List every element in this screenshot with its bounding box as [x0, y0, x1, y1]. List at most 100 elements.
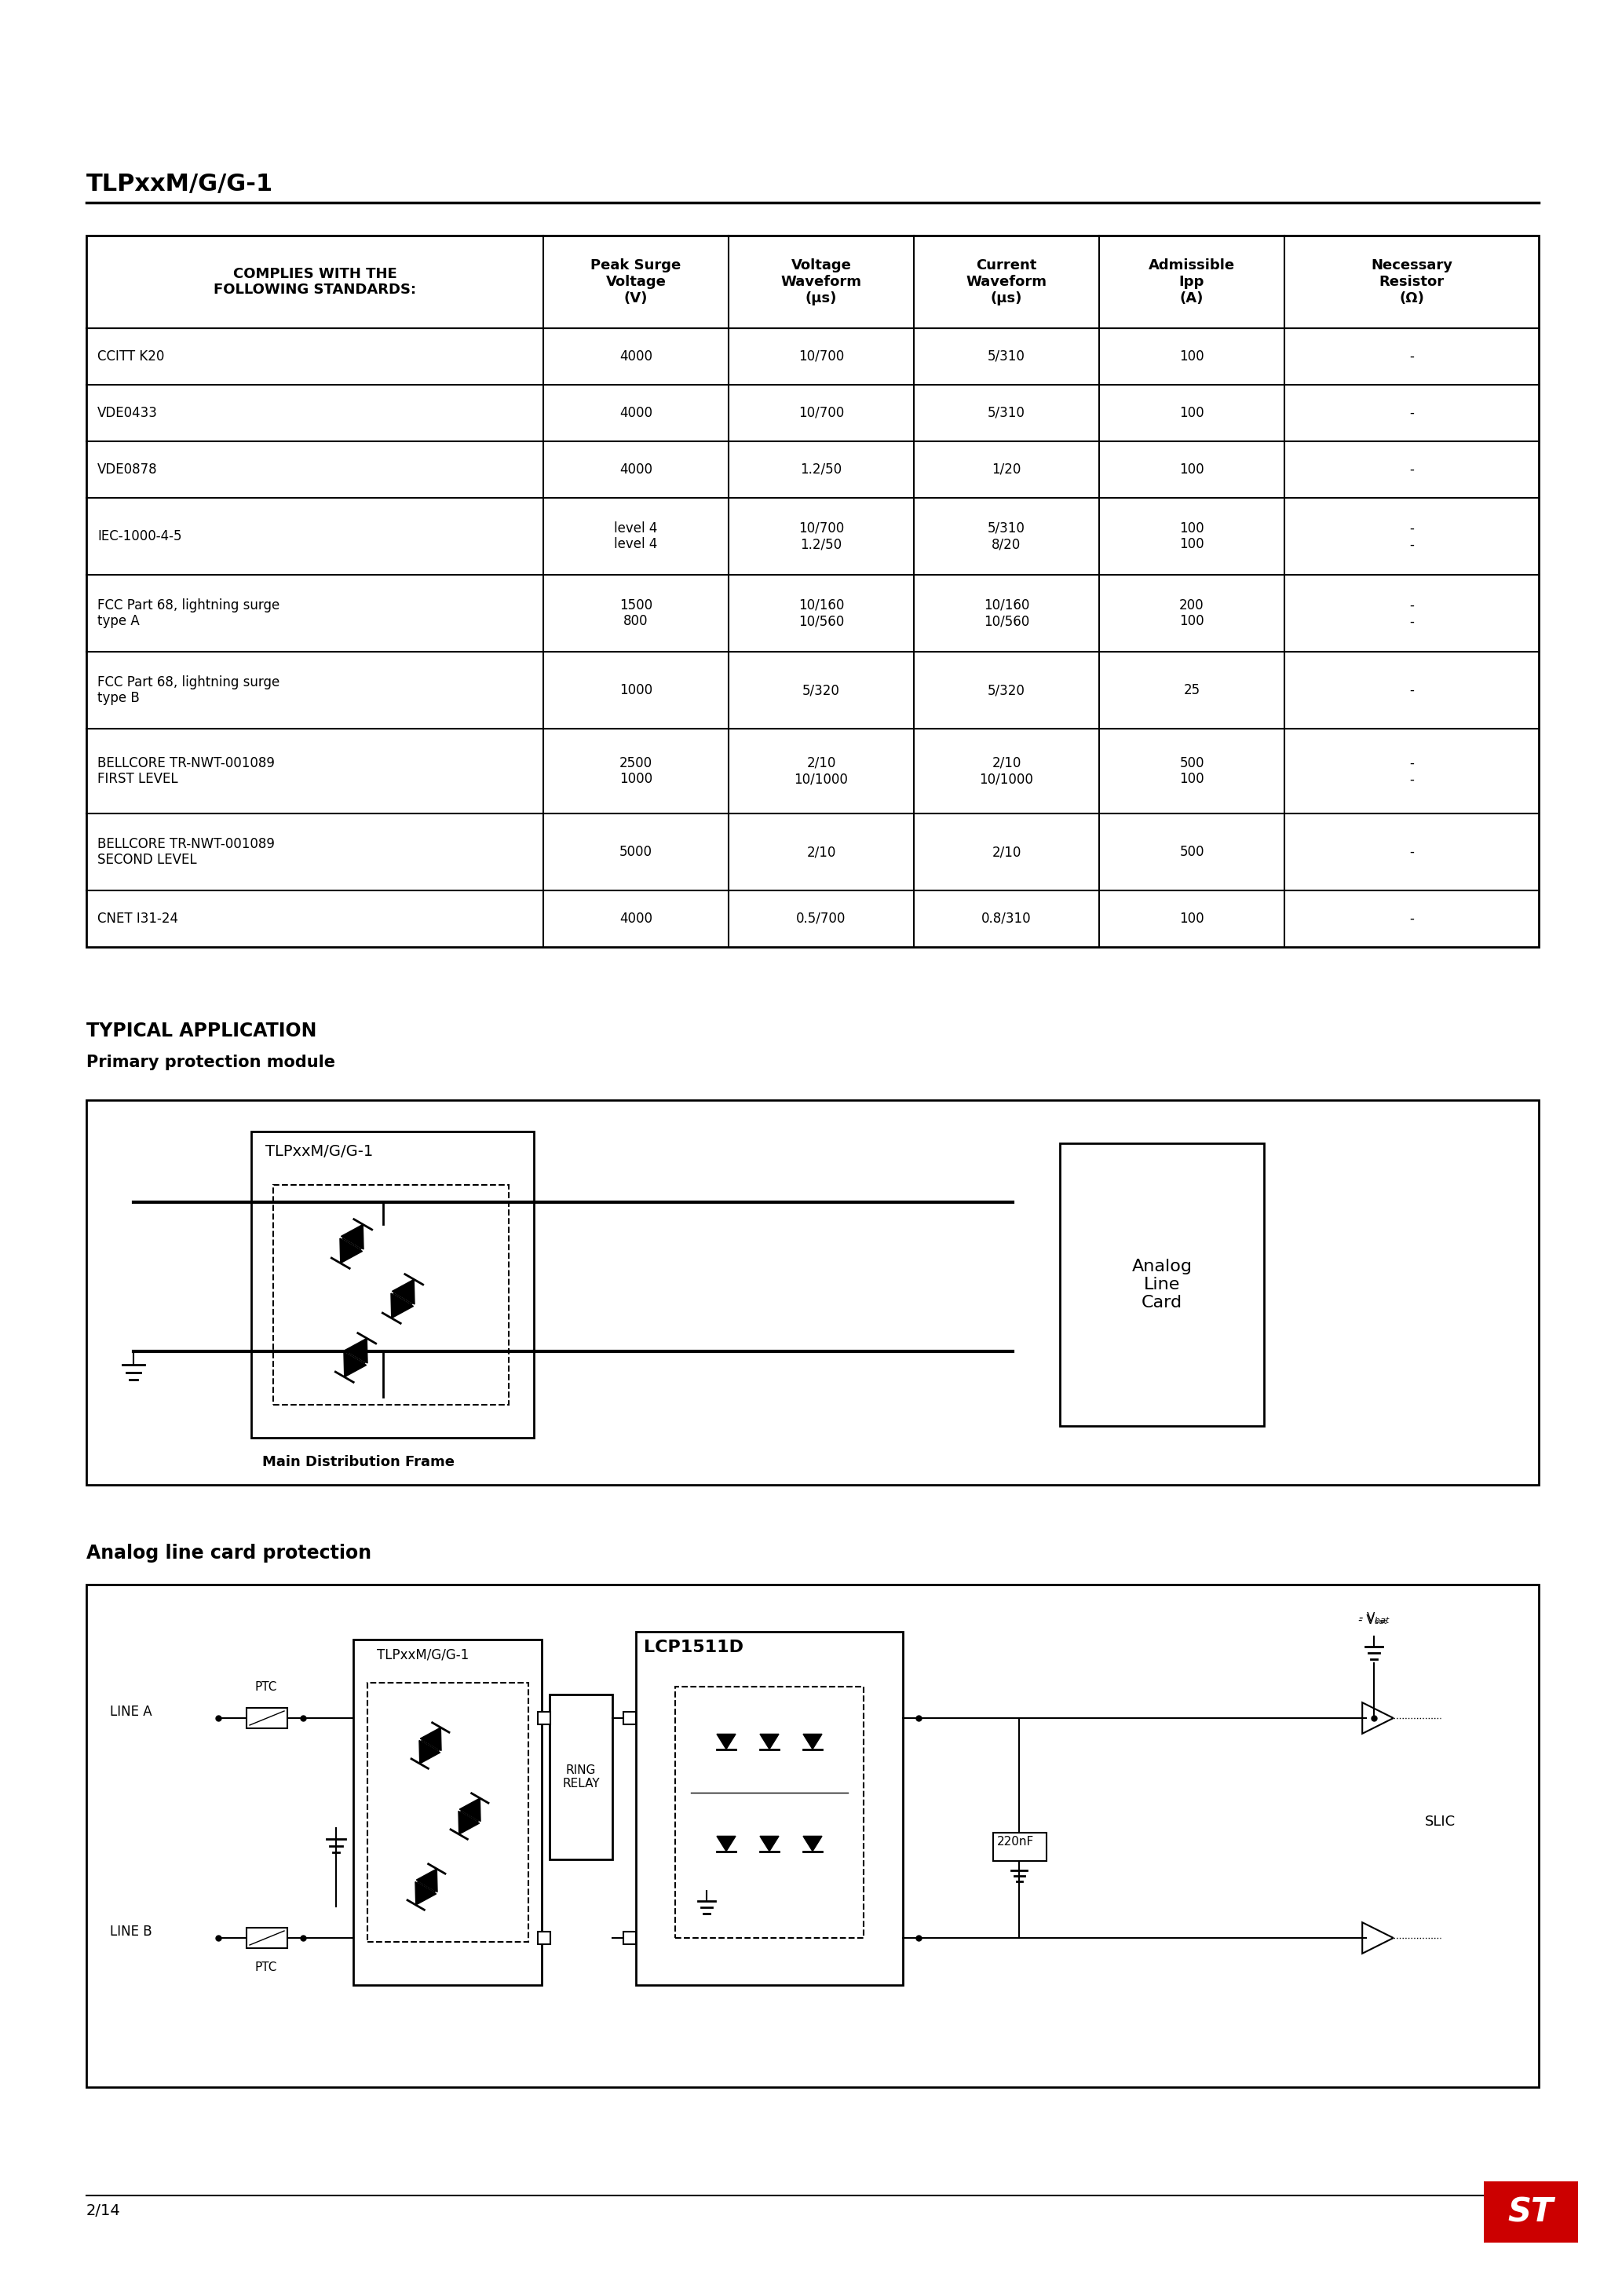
Polygon shape	[391, 1293, 414, 1318]
Text: BELLCORE TR-NWT-001089
SECOND LEVEL: BELLCORE TR-NWT-001089 SECOND LEVEL	[97, 836, 274, 868]
Bar	[550, 1694, 613, 1860]
Polygon shape	[717, 1837, 736, 1851]
Polygon shape	[803, 1733, 822, 1750]
Bar	[247, 1929, 287, 1947]
Polygon shape	[420, 1727, 441, 1750]
Text: 2/10: 2/10	[991, 845, 1022, 859]
Text: TLPxxM/G/G-1: TLPxxM/G/G-1	[376, 1649, 469, 1662]
Text: TYPICAL APPLICATION: TYPICAL APPLICATION	[86, 1022, 316, 1040]
Text: LINE A: LINE A	[110, 1704, 152, 1720]
Text: 500: 500	[1179, 845, 1204, 859]
Text: LCP1511D: LCP1511D	[644, 1639, 743, 1655]
Text: -: -	[1410, 912, 1414, 925]
Text: 1000: 1000	[620, 684, 652, 698]
Text: 10/700: 10/700	[798, 349, 843, 363]
Text: 200
100: 200 100	[1179, 597, 1204, 629]
Text: FCC Part 68, lightning surge
type A: FCC Part 68, lightning surge type A	[97, 597, 279, 629]
Bar	[272, 1185, 509, 1405]
Text: 1.2/50: 1.2/50	[800, 461, 842, 478]
Text: 0.8/310: 0.8/310	[981, 912, 1032, 925]
Text: VDE0433: VDE0433	[97, 406, 157, 420]
Text: -: -	[1410, 845, 1414, 859]
Text: Main Distribution Frame: Main Distribution Frame	[263, 1456, 454, 1469]
Polygon shape	[345, 1339, 368, 1364]
Text: -
-: - -	[1410, 597, 1414, 629]
Text: FCC Part 68, lightning surge
type B: FCC Part 68, lightning surge type B	[97, 675, 279, 705]
Text: Voltage
Waveform
(μs): Voltage Waveform (μs)	[780, 259, 861, 305]
Text: 5/310: 5/310	[988, 406, 1025, 420]
Text: IEC-1000-4-5: IEC-1000-4-5	[97, 530, 182, 544]
Polygon shape	[415, 1883, 436, 1906]
Text: level 4
level 4: level 4 level 4	[615, 521, 657, 551]
Text: 100: 100	[1179, 406, 1204, 420]
Bar	[86, 1584, 1539, 2087]
Text: 1500
800: 1500 800	[620, 597, 652, 629]
Bar	[1059, 1143, 1264, 1426]
Polygon shape	[803, 1837, 822, 1851]
Text: Peak Surge
Voltage
(V): Peak Surge Voltage (V)	[590, 259, 681, 305]
Text: 4000: 4000	[620, 349, 652, 363]
Text: 4000: 4000	[620, 406, 652, 420]
Polygon shape	[761, 1733, 779, 1750]
Text: 5/310
8/20: 5/310 8/20	[988, 521, 1025, 551]
Polygon shape	[459, 1812, 480, 1835]
Text: 5/310: 5/310	[988, 349, 1025, 363]
Text: 100: 100	[1179, 461, 1204, 478]
Bar	[354, 1639, 542, 1986]
Text: 0.5/700: 0.5/700	[796, 912, 847, 925]
Text: CCITT K20: CCITT K20	[97, 349, 164, 363]
Polygon shape	[418, 1740, 440, 1763]
Text: 2/10: 2/10	[806, 845, 835, 859]
Polygon shape	[341, 1238, 362, 1263]
Text: CNET I31-24: CNET I31-24	[97, 912, 178, 925]
Text: 10/700: 10/700	[798, 406, 843, 420]
Text: BELLCORE TR-NWT-001089
FIRST LEVEL: BELLCORE TR-NWT-001089 FIRST LEVEL	[97, 755, 274, 785]
Bar	[86, 1100, 1539, 1486]
Bar	[247, 1708, 287, 1729]
Text: VDE0878: VDE0878	[97, 461, 157, 478]
Text: -: -	[1410, 406, 1414, 420]
Text: 2/10
10/1000: 2/10 10/1000	[980, 755, 1033, 785]
Text: 100: 100	[1179, 349, 1204, 363]
Bar	[251, 1132, 534, 1437]
Text: - V$_{bat}$: - V$_{bat}$	[1358, 1609, 1390, 1626]
Bar	[623, 1713, 636, 1724]
Polygon shape	[417, 1869, 438, 1892]
Bar	[993, 1832, 1046, 1862]
Text: -: -	[1410, 684, 1414, 698]
Text: 10/160
10/560: 10/160 10/560	[983, 597, 1030, 629]
Text: -
-: - -	[1410, 755, 1414, 785]
Bar	[623, 1931, 636, 1945]
Text: Admissible
Ipp
(A): Admissible Ipp (A)	[1148, 259, 1234, 305]
Text: -: -	[1410, 461, 1414, 478]
Polygon shape	[761, 1837, 779, 1851]
Text: 500
100: 500 100	[1179, 755, 1204, 785]
Text: 220nF: 220nF	[998, 1835, 1035, 1848]
Text: 2/10
10/1000: 2/10 10/1000	[795, 755, 848, 785]
Text: 5000: 5000	[620, 845, 652, 859]
Text: 5/320: 5/320	[803, 684, 840, 698]
Text: SLIC: SLIC	[1426, 1814, 1455, 1830]
Bar	[368, 1683, 529, 1942]
Text: 2/14: 2/14	[86, 2204, 120, 2218]
Text: 100: 100	[1179, 912, 1204, 925]
Text: TLPxxM/G/G-1: TLPxxM/G/G-1	[86, 172, 274, 195]
Text: 10/700
1.2/50: 10/700 1.2/50	[798, 521, 843, 551]
Text: Primary protection module: Primary protection module	[86, 1054, 336, 1070]
Text: 10/160
10/560: 10/160 10/560	[798, 597, 843, 629]
Polygon shape	[344, 1352, 367, 1378]
Text: - Vₛₐₜ: - Vₛₐₜ	[1358, 1614, 1387, 1626]
Bar	[1484, 2181, 1578, 2243]
Bar	[539, 1713, 550, 1724]
Text: ST: ST	[1508, 2195, 1554, 2229]
Polygon shape	[341, 1224, 363, 1249]
Text: 2500
1000: 2500 1000	[620, 755, 652, 785]
Bar	[86, 236, 1539, 946]
Text: 5/320: 5/320	[988, 684, 1025, 698]
Text: 1/20: 1/20	[991, 461, 1022, 478]
Text: Necessary
Resistor
(Ω): Necessary Resistor (Ω)	[1371, 259, 1452, 305]
Text: LINE B: LINE B	[110, 1924, 152, 1938]
Text: PTC: PTC	[255, 1961, 277, 1972]
Polygon shape	[393, 1279, 415, 1304]
Polygon shape	[459, 1798, 480, 1821]
